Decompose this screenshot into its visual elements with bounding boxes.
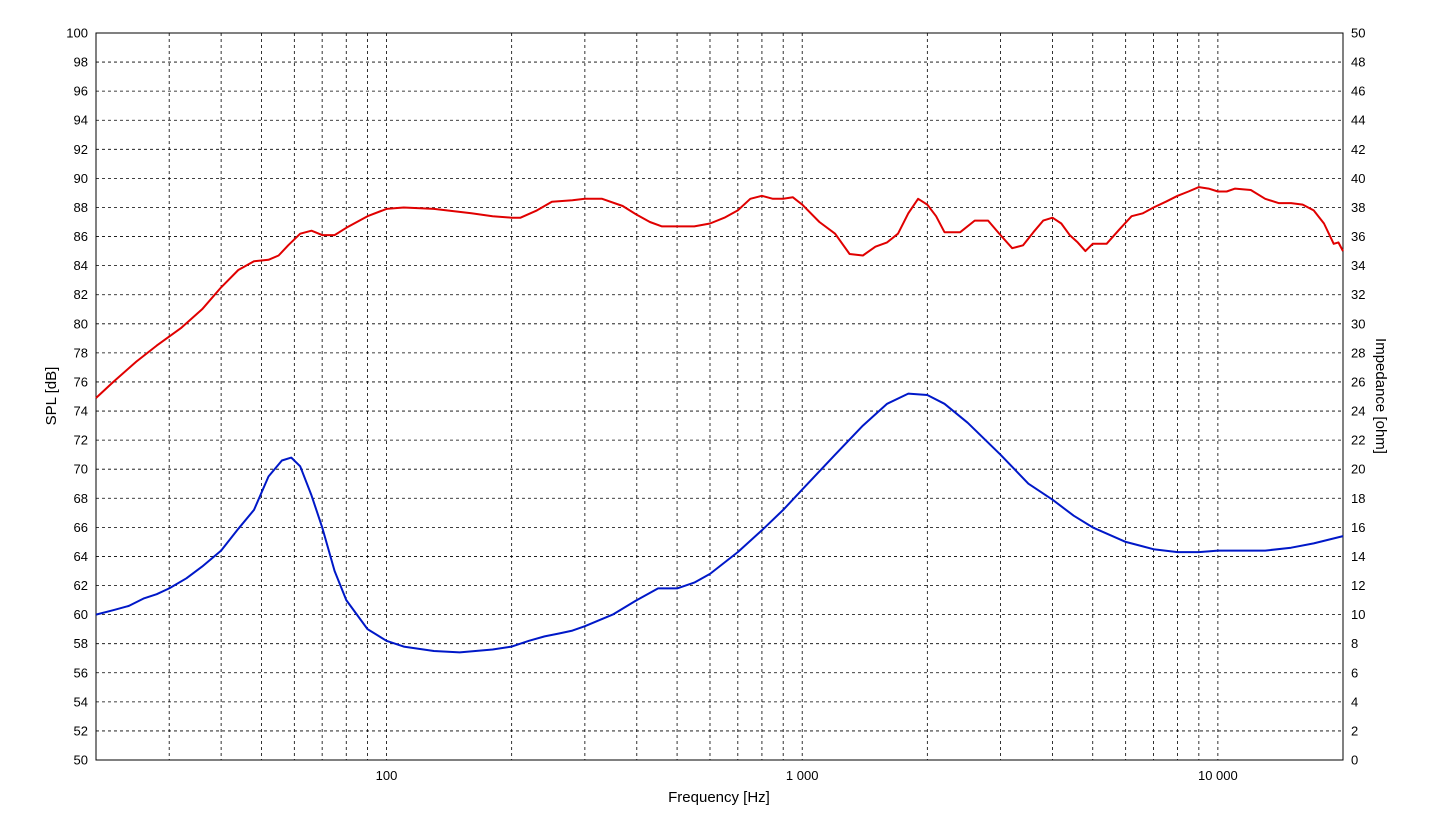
y2-tick-label: 46	[1351, 84, 1365, 99]
y2-tick-label: 16	[1351, 520, 1365, 535]
y2-tick-label: 18	[1351, 491, 1365, 506]
x-tick-label: 1 000	[786, 768, 819, 783]
y-tick-label: 80	[74, 316, 88, 331]
y2-tick-label: 36	[1351, 229, 1365, 244]
y2-tick-label: 4	[1351, 694, 1358, 709]
y-tick-label: 86	[74, 229, 88, 244]
impedance-series-line	[95, 392, 1344, 654]
y-tick-label: 62	[74, 578, 88, 593]
y2-tick-label: 42	[1351, 142, 1365, 157]
left-axis-ticks: 50 52 54 56 58 60 62 64 66 68 70 72 74 76 78 80 82 84 86 88…	[66, 26, 88, 768]
x-axis-ticks: 100 1 000 10 000	[376, 768, 1238, 783]
y-tick-label: 60	[74, 607, 88, 622]
y-tick-label: 64	[74, 549, 88, 564]
grid	[96, 33, 1343, 760]
y-tick-label: 94	[74, 113, 88, 128]
y-tick-label: 70	[74, 462, 88, 477]
y2-tick-label: 2	[1351, 723, 1358, 738]
y2-tick-label: 40	[1351, 171, 1365, 186]
y-tick-label: 98	[74, 55, 88, 70]
y2-tick-label: 50	[1351, 26, 1365, 41]
y2-tick-label: 28	[1351, 345, 1365, 360]
y-tick-label: 54	[74, 694, 88, 709]
series-layer	[95, 186, 1344, 654]
y2-tick-label: 48	[1351, 55, 1365, 70]
y2-tick-label: 6	[1351, 665, 1358, 680]
y-tick-label: 66	[74, 520, 88, 535]
x-axis-title: Frequency [Hz]	[668, 789, 770, 806]
x-tick-label: 100	[376, 768, 398, 783]
y-tick-label: 82	[74, 287, 88, 302]
y-tick-label: 58	[74, 636, 88, 651]
plot-frame	[95, 32, 1344, 761]
y-tick-label: 100	[66, 26, 88, 41]
y2-axis-title: Impedance [ohm]	[1372, 338, 1389, 454]
y-axis-title: SPL [dB]	[43, 367, 60, 426]
y2-tick-label: 12	[1351, 578, 1365, 593]
y2-tick-label: 38	[1351, 200, 1365, 215]
y-tick-label: 96	[74, 84, 88, 99]
y2-tick-label: 22	[1351, 433, 1365, 448]
y-tick-label: 84	[74, 258, 88, 273]
y2-tick-label: 20	[1351, 462, 1365, 477]
y-tick-label: 74	[74, 404, 88, 419]
y-tick-label: 68	[74, 491, 88, 506]
y-tick-label: 50	[74, 753, 88, 768]
y2-tick-label: 10	[1351, 607, 1365, 622]
y-tick-label: 72	[74, 433, 88, 448]
y2-tick-label: 44	[1351, 113, 1365, 128]
y2-tick-label: 8	[1351, 636, 1358, 651]
y2-tick-label: 0	[1351, 753, 1358, 768]
y-tick-label: 92	[74, 142, 88, 157]
y-tick-label: 76	[74, 374, 88, 389]
y2-tick-label: 24	[1351, 404, 1365, 419]
y2-tick-label: 30	[1351, 316, 1365, 331]
y-tick-label: 78	[74, 345, 88, 360]
y2-tick-label: 26	[1351, 374, 1365, 389]
y-tick-label: 88	[74, 200, 88, 215]
right-axis-ticks: 0246810121416182022242628303234363840424…	[1351, 26, 1365, 768]
x-tick-label: 10 000	[1198, 768, 1238, 783]
y2-tick-label: 34	[1351, 258, 1365, 273]
y-tick-label: 52	[74, 723, 88, 738]
y2-tick-label: 14	[1351, 549, 1365, 564]
y-tick-label: 90	[74, 171, 88, 186]
spl-series-line	[95, 186, 1344, 399]
y-tick-label: 56	[74, 665, 88, 680]
y2-tick-label: 32	[1351, 287, 1365, 302]
